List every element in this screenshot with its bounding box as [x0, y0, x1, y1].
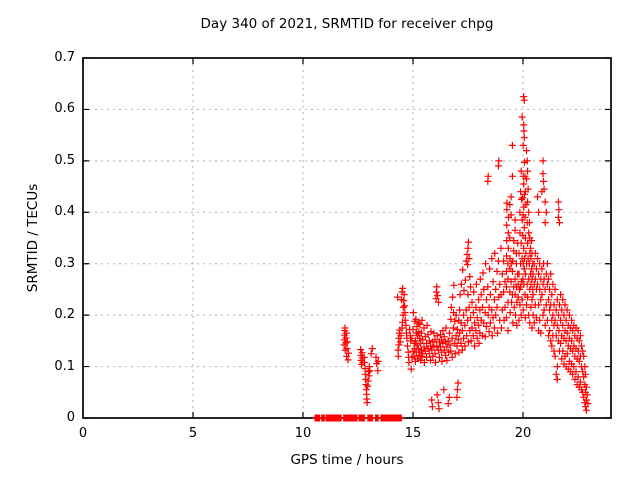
scatter-points: [311, 93, 592, 422]
x-tick-label: 10: [294, 426, 312, 441]
y-tick-label: 0.5: [54, 152, 75, 168]
x-tick-label: 15: [404, 426, 422, 441]
x-tick-label: 0: [78, 426, 88, 441]
y-tick-label: 0.6: [54, 101, 75, 117]
chart-title: Day 340 of 2021, SRMTID for receiver chp…: [200, 16, 494, 32]
y-tick-label: 0: [66, 410, 75, 425]
y-tick-label: 0.4: [54, 204, 75, 220]
x-tick-label: 20: [514, 426, 532, 441]
y-tick-label: 0.3: [54, 255, 75, 271]
x-axis-label: GPS time / hours: [290, 452, 404, 468]
y-tick-label: 0.2: [54, 307, 75, 323]
y-tick-label: 0.1: [54, 358, 75, 374]
y-tick-label: 0.7: [54, 50, 75, 65]
x-tick-label: 5: [188, 426, 198, 441]
